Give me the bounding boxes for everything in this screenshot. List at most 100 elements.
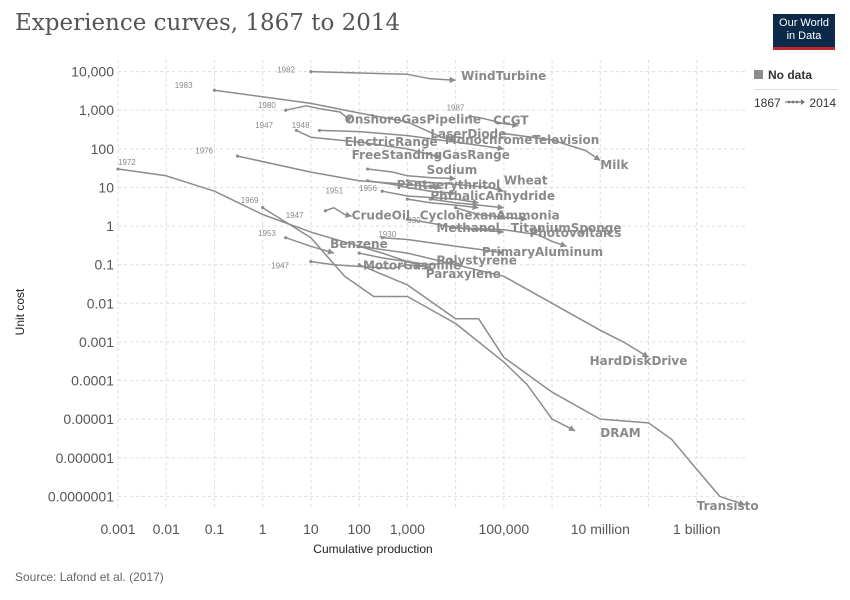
series-end-arrow-photovoltaics: [559, 241, 567, 248]
series-label-benzene[interactable]: Benzene: [330, 237, 388, 251]
series-label-crudeoil[interactable]: CrudeOil: [352, 208, 410, 222]
no-data-legend: No data: [754, 68, 812, 82]
series-lines: [116, 70, 746, 507]
owid-logo[interactable]: Our World in Data: [773, 14, 835, 50]
y-tick-label: 100: [91, 141, 115, 157]
series-label-phthalicanhydride[interactable]: PhthalicAnhydride: [430, 189, 555, 203]
start-year-labels: 1982 1983 1980 1987 1947 1948 1976 1972 1951 1956…: [118, 65, 465, 270]
series-label-ammonia[interactable]: Ammonia: [496, 208, 559, 222]
series-end-arrow-wheat: [497, 186, 504, 193]
series-label-freestandinggasrange[interactable]: FreeStandingGasRange: [352, 148, 510, 162]
series-label-dram[interactable]: DRAM: [600, 426, 640, 440]
series-start-point-photovoltaics: [454, 226, 458, 230]
series-start-point-electricrange: [294, 128, 299, 133]
series-start-point-methanol: [405, 217, 409, 221]
time-legend: 1867 2014: [754, 96, 836, 110]
series-end-arrow-primaryaluminum: [497, 249, 504, 256]
series-label-primaryaluminum[interactable]: PrimaryAluminum: [482, 245, 603, 259]
time-start-label: 1867: [754, 96, 781, 110]
series-label-onshoregaspipeline[interactable]: OnshoreGasPipeline: [345, 112, 481, 126]
series-label-harddiskdrive[interactable]: HardDiskDrive: [590, 354, 688, 368]
series-line-ccgt[interactable]: [469, 115, 519, 127]
series-line-freestandinggasrange[interactable]: [237, 155, 442, 189]
series-line-paraxylene[interactable]: [358, 245, 431, 270]
x-tick-label: 0.1: [205, 521, 225, 537]
series-end-arrow-electricrange: [434, 152, 442, 160]
x-tick-label: 10 million: [571, 521, 630, 537]
y-tick-label: 0.0001: [71, 373, 114, 389]
series-line-harddiskdrive[interactable]: [117, 168, 649, 358]
series-start-point-cyclohexane: [405, 197, 409, 201]
x-tick-label: 0.01: [153, 521, 180, 537]
series-label-ccgt[interactable]: CCGT: [493, 113, 529, 127]
series-label-wheat[interactable]: Wheat: [504, 173, 548, 187]
series-end-arrow-ammonia: [497, 203, 504, 211]
series-end-arrow-monochrometelevision: [497, 144, 504, 152]
series-line-ammonia[interactable]: [430, 198, 504, 209]
x-tick-label: 1,000: [390, 521, 425, 537]
start-year-label: 930: [407, 216, 421, 225]
time-end-label: 2014: [809, 96, 837, 110]
y-axis-label: Unit cost: [13, 288, 27, 335]
series-label-monochrometelevision[interactable]: MonochromeTelevision: [445, 133, 599, 147]
series-line-transistor[interactable]: [358, 264, 746, 506]
x-axis-label: Cumulative production: [313, 542, 432, 556]
start-year-label: 1972: [118, 158, 136, 167]
series-label-laserdiode[interactable]: LaserDiode: [430, 127, 506, 141]
series-label-transisto[interactable]: Transisto: [697, 499, 759, 513]
series-line-pentaerythritol[interactable]: [367, 179, 456, 195]
series-start-point-harddiskdrive: [116, 167, 120, 171]
source-note: Source: Lafond et al. (2017): [15, 570, 164, 584]
series-start-point-milk: [502, 131, 506, 136]
series-line-primaryaluminum[interactable]: [382, 236, 504, 254]
series-label-titaniumsponge[interactable]: TitaniumSponge: [511, 221, 622, 235]
series-line-windturbine[interactable]: [310, 70, 456, 81]
series-label-motorgasoline[interactable]: MotorGasoline: [363, 259, 461, 273]
series-line-benzene[interactable]: [285, 236, 335, 254]
series-line-electricrange[interactable]: [296, 129, 442, 159]
series-label-polystyrene[interactable]: Polystyrene: [436, 254, 516, 268]
series-start-point-laserdiode: [212, 88, 217, 92]
series-end-arrow-pentaerythritol: [449, 189, 456, 197]
series-line-monochrometelevision[interactable]: [319, 129, 504, 150]
series-line-titaniumsponge[interactable]: [455, 206, 527, 221]
series-line-sodium[interactable]: [367, 168, 456, 180]
series-line-wheat[interactable]: [407, 179, 504, 192]
series-line-cyclohexane[interactable]: [407, 198, 479, 209]
y-tick-label: 1: [106, 218, 114, 234]
series-end-arrow-milk: [593, 154, 601, 161]
x-tick-label: 10: [303, 521, 319, 537]
series-label-sodium[interactable]: Sodium: [427, 163, 478, 177]
series-line-phthalicanhydride[interactable]: [382, 190, 479, 204]
series-end-arrow-transistor: [738, 499, 745, 507]
series-line-milk[interactable]: [503, 132, 601, 162]
series-line-photovoltaics[interactable]: [455, 227, 567, 248]
start-year-label: 1947: [271, 261, 289, 270]
series-end-arrow-windturbine: [449, 76, 456, 84]
series-line-onshoregaspipeline[interactable]: [285, 105, 353, 120]
series-line-motorgasoline[interactable]: [310, 260, 422, 270]
series-start-point-titaniumsponge: [454, 206, 458, 210]
series-label-pentaerythritol[interactable]: Pentaerythritol: [397, 178, 501, 192]
series-line-laserdiode[interactable]: [214, 89, 456, 142]
series-labels: WindTurbine OnshoreGasPipeline CCGTLaserDi…: [330, 69, 758, 513]
series-start-point-crudeoil: [323, 209, 328, 213]
series-end-arrow-titaniumsponge: [520, 215, 527, 222]
series-label-photovoltaics[interactable]: Photovoltaics: [529, 226, 621, 240]
series-label-methanol[interactable]: Methanol: [436, 221, 499, 235]
series-label-windturbine[interactable]: WindTurbine: [461, 69, 546, 83]
series-label-cyclohexane[interactable]: Cyclohexane: [420, 208, 505, 222]
series-start-point-monochrometelevision: [317, 128, 322, 133]
series-label-milk[interactable]: Milk: [600, 158, 629, 172]
series-start-point-pentaerythritol: [366, 179, 370, 183]
y-tick-label: 0.001: [79, 334, 114, 350]
y-tick-label: 0.1: [95, 257, 115, 273]
series-end-arrow-crudeoil: [345, 211, 352, 218]
series-start-point-phthalicanhydride: [380, 189, 384, 193]
start-year-label: 1956: [359, 184, 377, 193]
series-label-electricrange[interactable]: ElectricRange: [345, 135, 438, 149]
start-year-label: 1930: [378, 230, 396, 239]
series-line-dram[interactable]: [262, 207, 576, 432]
series-start-point-transistor: [357, 263, 361, 267]
series-label-paraxylene[interactable]: Paraxylene: [426, 267, 501, 281]
